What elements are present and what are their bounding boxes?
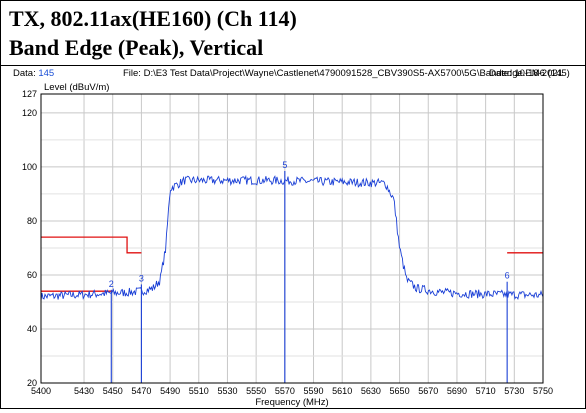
file-path: File: D:\E3 Test Data\Project\Wayne\Cast…	[123, 68, 570, 79]
x-tick-labels: 5400 5430 5450 5470 5490 5510 5530 5550 5570 5590…	[31, 386, 553, 396]
y-tick-label: 120	[22, 108, 37, 118]
x-axis-label: Frequency (MHz)	[255, 397, 328, 408]
x-tick-label: 5650	[390, 386, 410, 396]
trace-series	[40, 174, 544, 301]
figure-header: TX, 802.11ax(HE160) (Ch 114) Band Edge (…	[1, 1, 585, 65]
x-tick-label: 5730	[504, 386, 524, 396]
y-tick-label: 127	[22, 89, 37, 99]
x-tick-label: 5550	[246, 386, 266, 396]
measurement-title: Band Edge (Peak), Vertical	[9, 35, 264, 60]
test-date: Date: 10-18-2021	[489, 68, 563, 79]
x-tick-label: 5530	[217, 386, 237, 396]
y-tick-label: 20	[27, 378, 37, 388]
x-tick-label: 5450	[103, 386, 123, 396]
limit-line	[41, 236, 142, 254]
grid-lines	[40, 94, 544, 383]
x-tick-label: 5430	[74, 386, 94, 396]
y-tick-label: 100	[22, 162, 37, 172]
plot-border	[40, 93, 544, 384]
x-tick-label: 5610	[332, 386, 352, 396]
limit-lines	[41, 236, 543, 292]
marker-label-6: 6	[505, 271, 510, 281]
spectrum-plot: Data: 145 File: D:\E3 Test Data\Project\…	[1, 66, 585, 408]
marker-lines: 2 3 5 6	[109, 160, 510, 383]
marker-label-2: 2	[109, 279, 114, 289]
header-divider	[0, 65, 586, 66]
x-tick-label: 5630	[361, 386, 381, 396]
x-tick-label: 5510	[189, 386, 209, 396]
x-tick-label: 5590	[303, 386, 323, 396]
x-tick-label: 5690	[447, 386, 467, 396]
x-tick-label: 5670	[418, 386, 438, 396]
y-axis-label: Level (dBuV/m)	[44, 82, 109, 93]
x-tick-label: 5470	[131, 386, 151, 396]
trace-line	[40, 174, 544, 301]
y-tick-label: 40	[27, 324, 37, 334]
x-tick-label: 5490	[160, 386, 180, 396]
y-tick-labels: 20 40 60 80 100 120 127	[22, 89, 37, 388]
x-tick-label: 5750	[533, 386, 553, 396]
test-mode-title: TX, 802.11ax(HE160) (Ch 114)	[9, 6, 297, 31]
data-id-value: 145	[38, 68, 55, 79]
marker-label-5: 5	[282, 160, 287, 170]
y-tick-label: 60	[27, 270, 37, 280]
data-id-label: Data:	[13, 68, 36, 79]
y-tick-label: 80	[27, 216, 37, 226]
data-id: Data: 145	[13, 68, 54, 79]
x-tick-label: 5710	[476, 386, 496, 396]
marker-label-3: 3	[139, 273, 144, 283]
x-tick-label: 5570	[275, 386, 295, 396]
x-tick-label: 5400	[31, 386, 51, 396]
